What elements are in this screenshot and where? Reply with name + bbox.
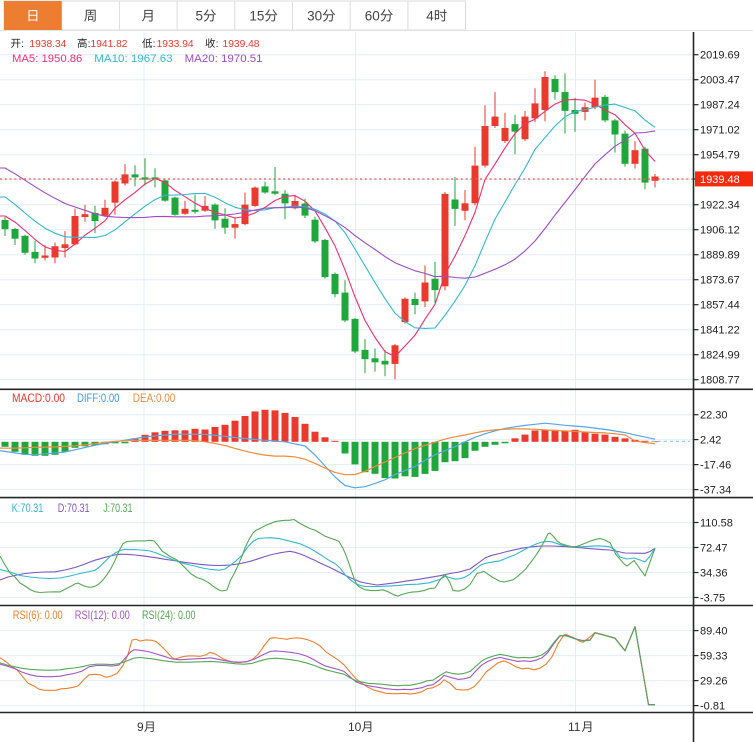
- svg-text:4: 4: [426, 9, 434, 24]
- svg-text:9: 9: [137, 720, 144, 734]
- svg-text:-17.46: -17.46: [700, 460, 731, 472]
- svg-text:1922.34: 1922.34: [700, 200, 740, 212]
- svg-text::: :: [216, 38, 219, 50]
- svg-text:-37.34: -37.34: [700, 485, 731, 497]
- svg-text:-0.81: -0.81: [700, 701, 725, 713]
- svg-text:22.30: 22.30: [700, 410, 728, 422]
- svg-text:1906.12: 1906.12: [700, 225, 740, 237]
- svg-text:29.26: 29.26: [700, 676, 728, 688]
- svg-text::: :: [88, 38, 91, 50]
- svg-text:59.33: 59.33: [700, 651, 728, 663]
- svg-text:1954.79: 1954.79: [700, 150, 740, 162]
- svg-text:2019.69: 2019.69: [700, 50, 740, 62]
- svg-text:1808.77: 1808.77: [700, 375, 740, 387]
- svg-text:1933.94: 1933.94: [157, 38, 194, 50]
- svg-text:K:70.31D:70.31J:70.31: K:70.31 D:70.31 J:70.31: [12, 501, 133, 515]
- svg-text:1939.48: 1939.48: [223, 38, 260, 50]
- svg-text:2.42: 2.42: [700, 435, 721, 447]
- svg-text:5: 5: [195, 9, 203, 24]
- svg-text:1889.89: 1889.89: [700, 250, 740, 262]
- svg-text:11: 11: [568, 720, 581, 734]
- svg-text:1939.48: 1939.48: [700, 174, 740, 186]
- svg-text:15: 15: [249, 9, 264, 24]
- svg-text:30: 30: [307, 9, 322, 24]
- svg-text:1941.82: 1941.82: [91, 38, 128, 50]
- svg-text:72.47: 72.47: [700, 543, 728, 555]
- svg-text:1938.34: 1938.34: [29, 38, 66, 50]
- svg-text:1873.67: 1873.67: [700, 275, 740, 287]
- svg-text:89.40: 89.40: [700, 626, 728, 638]
- svg-text:-3.75: -3.75: [700, 593, 725, 605]
- svg-text:110.58: 110.58: [700, 518, 733, 530]
- svg-text:34.36: 34.36: [700, 568, 728, 580]
- svg-text:1841.22: 1841.22: [700, 325, 740, 337]
- svg-text:1857.44: 1857.44: [700, 300, 740, 312]
- svg-text:1824.99: 1824.99: [700, 350, 740, 362]
- svg-text:60: 60: [365, 9, 380, 24]
- svg-text::: :: [21, 38, 24, 50]
- svg-text::: :: [153, 38, 156, 50]
- svg-text:1971.02: 1971.02: [700, 125, 740, 137]
- svg-text:1987.24: 1987.24: [700, 100, 740, 112]
- svg-text:2003.47: 2003.47: [700, 75, 740, 87]
- svg-text:10: 10: [348, 720, 362, 734]
